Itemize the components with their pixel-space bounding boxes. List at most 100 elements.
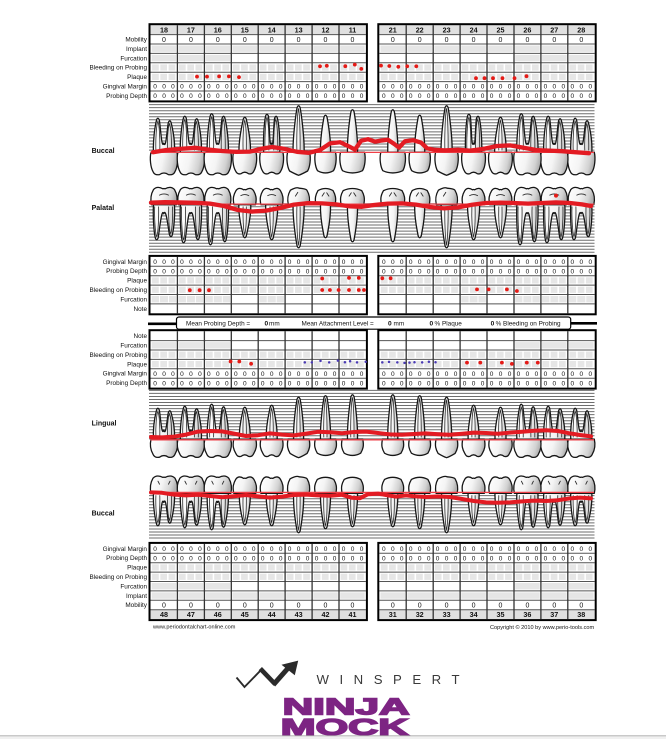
svg-text:0: 0	[382, 555, 386, 562]
svg-text:0: 0	[180, 84, 184, 91]
svg-text:0: 0	[490, 84, 494, 91]
svg-text:0: 0	[297, 546, 301, 553]
svg-text:11: 11	[349, 26, 357, 35]
svg-text:0: 0	[427, 371, 431, 378]
svg-text:0: 0	[288, 555, 292, 562]
svg-text:0: 0	[570, 546, 574, 553]
svg-text:0: 0	[409, 555, 413, 562]
svg-text:0: 0	[561, 371, 565, 378]
svg-text:0: 0	[306, 268, 310, 275]
svg-text:0: 0	[261, 371, 265, 378]
svg-text:0: 0	[342, 546, 346, 553]
svg-text:0: 0	[579, 37, 583, 44]
svg-text:0: 0	[382, 84, 386, 91]
svg-text:0: 0	[351, 84, 355, 91]
svg-text:0: 0	[198, 555, 202, 562]
svg-text:Bleeding on Probing: Bleeding on Probing	[89, 65, 147, 72]
svg-text:0: 0	[171, 93, 175, 100]
svg-text:0: 0	[333, 268, 337, 275]
svg-text:Probing Depth: Probing Depth	[106, 555, 147, 562]
svg-text:0: 0	[481, 555, 485, 562]
svg-text:Plaque: Plaque	[127, 361, 147, 368]
svg-text:0: 0	[391, 380, 395, 387]
svg-text:0: 0	[342, 371, 346, 378]
svg-text:Copyright © 2010 by www.perio-: Copyright © 2010 by www.perio-tools.com	[490, 624, 595, 631]
svg-text:0: 0	[481, 268, 485, 275]
svg-text:Probing Depth: Probing Depth	[106, 380, 147, 387]
svg-text:Bleeding on Probing: Bleeding on Probing	[89, 287, 147, 294]
svg-text:0: 0	[400, 93, 404, 100]
svg-text:0: 0	[418, 93, 422, 100]
svg-text:0: 0	[472, 603, 476, 610]
svg-text:0: 0	[162, 603, 166, 610]
svg-text:0: 0	[535, 380, 539, 387]
svg-text:43: 43	[295, 610, 303, 619]
svg-text:0: 0	[490, 555, 494, 562]
svg-text:0: 0	[351, 555, 355, 562]
svg-text:0: 0	[189, 93, 193, 100]
svg-text:0: 0	[427, 380, 431, 387]
svg-text:0: 0	[234, 555, 238, 562]
svg-text:0: 0	[153, 555, 157, 562]
svg-text:0: 0	[297, 84, 301, 91]
svg-text:0: 0	[153, 268, 157, 275]
svg-text:0: 0	[427, 259, 431, 266]
svg-text:0: 0	[436, 84, 440, 91]
svg-text:0: 0	[243, 380, 247, 387]
svg-text:0: 0	[252, 268, 256, 275]
svg-text:0: 0	[436, 259, 440, 266]
svg-text:0: 0	[472, 84, 476, 91]
svg-text:www.periodontalchart-online.co: www.periodontalchart-online.com	[152, 624, 236, 630]
svg-text:0: 0	[382, 380, 386, 387]
svg-text:0: 0	[490, 93, 494, 100]
svg-text:0: 0	[570, 259, 574, 266]
svg-text:0: 0	[544, 546, 548, 553]
svg-text:0: 0	[436, 371, 440, 378]
svg-text:0: 0	[189, 84, 193, 91]
svg-text:0: 0	[517, 268, 521, 275]
svg-text:NINJA: NINJA	[283, 694, 410, 720]
svg-text:0: 0	[252, 259, 256, 266]
svg-text:0: 0	[351, 93, 355, 100]
svg-text:0: 0	[391, 84, 395, 91]
svg-text:0: 0	[570, 268, 574, 275]
svg-text:0: 0	[216, 268, 220, 275]
svg-text:0: 0	[351, 37, 355, 44]
svg-text:0: 0	[400, 84, 404, 91]
svg-text:0: 0	[391, 603, 395, 610]
svg-text:0: 0	[180, 371, 184, 378]
svg-text:0: 0	[306, 380, 310, 387]
svg-text:0: 0	[472, 371, 476, 378]
svg-text:25: 25	[497, 26, 505, 35]
svg-text:0: 0	[391, 37, 395, 44]
svg-text:41: 41	[349, 610, 357, 619]
svg-text:0: 0	[552, 268, 556, 275]
svg-text:0: 0	[454, 380, 458, 387]
svg-text:0: 0	[324, 603, 328, 610]
svg-text:15: 15	[241, 26, 249, 35]
svg-text:Gingival Margin: Gingival Margin	[103, 546, 148, 553]
svg-text:0: 0	[525, 37, 529, 44]
svg-text:0: 0	[463, 555, 467, 562]
svg-text:0: 0	[180, 268, 184, 275]
svg-text:0: 0	[207, 371, 211, 378]
svg-text:0: 0	[436, 546, 440, 553]
svg-text:0: 0	[342, 93, 346, 100]
svg-text:0: 0	[342, 84, 346, 91]
svg-text:0: 0	[418, 268, 422, 275]
svg-text:Gingival Margin: Gingival Margin	[103, 259, 148, 266]
svg-text:0: 0	[544, 259, 548, 266]
svg-text:0: 0	[198, 84, 202, 91]
svg-text:Furcation: Furcation	[120, 55, 147, 62]
svg-text:0: 0	[561, 84, 565, 91]
svg-text:0: 0	[225, 380, 229, 387]
svg-text:0: 0	[588, 93, 592, 100]
svg-text:0: 0	[351, 380, 355, 387]
svg-text:0: 0	[324, 84, 328, 91]
svg-text:0: 0	[517, 259, 521, 266]
svg-text:0: 0	[535, 546, 539, 553]
svg-text:0: 0	[579, 371, 583, 378]
svg-text:0: 0	[499, 546, 503, 553]
svg-text:0: 0	[579, 84, 583, 91]
svg-text:0: 0	[342, 380, 346, 387]
